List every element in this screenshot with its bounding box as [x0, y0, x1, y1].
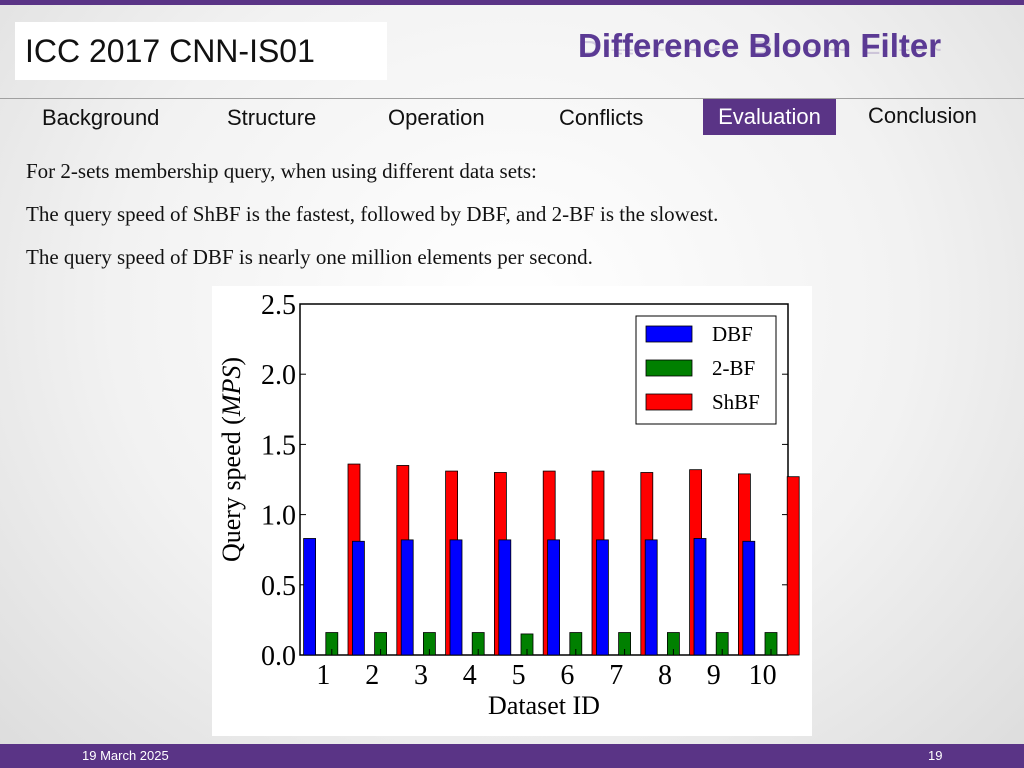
header-divider — [0, 98, 1024, 99]
footer-date: 19 March 2025 — [82, 748, 169, 763]
page-number: 19 — [928, 748, 943, 763]
chart-panel: 0.0 0.5 1.0 1.5 2.0 2.5 1 2 3 4 5 6 7 8 9 10 Dataset ID Q… — [212, 286, 812, 736]
nav-conflicts[interactable]: Conflicts — [559, 105, 644, 130]
x-tick-label: 1 — [316, 660, 330, 691]
x-tick-label: 3 — [414, 660, 428, 691]
slide-title-reflection: Difference Bloom Filter — [578, 37, 942, 58]
legend-label-2-bf: 2-BF — [712, 356, 755, 380]
y-tick-label: 0.0 — [261, 641, 296, 672]
nav-background[interactable]: Background — [42, 105, 160, 130]
bar-dbf-10 — [742, 540, 756, 656]
y-tick-label: 1.5 — [261, 430, 296, 461]
y-tick-label: 0.5 — [261, 571, 296, 602]
body-line-2: The query speed of ShBF is the fastest, … — [26, 202, 719, 226]
footer-bar: 19 March 2025 19 — [0, 744, 1024, 768]
bar-dbf-3 — [400, 539, 414, 656]
legend-label-dbf: DBF — [712, 322, 753, 346]
query-speed-chart: 0.0 0.5 1.0 1.5 2.0 2.5 1 2 3 4 5 6 7 8 9 10 Dataset ID Q… — [217, 290, 800, 720]
slide-title: Difference Bloom Filter — [578, 27, 942, 64]
bar-dbf-4 — [449, 539, 463, 656]
legend-swatch-shbf — [645, 393, 693, 411]
bar-dbf-1 — [303, 538, 316, 656]
body-line-3: The query speed of DBF is nearly one mil… — [26, 245, 593, 269]
bar-dbf-8 — [644, 539, 658, 656]
y-axis-label: Query speed (MPS) — [217, 357, 246, 562]
x-tick-label: 7 — [609, 660, 623, 691]
x-axis-label: Dataset ID — [488, 691, 600, 720]
x-tick-label: 10 — [749, 660, 777, 691]
bar-shbf-10 — [786, 476, 800, 656]
nav-conclusion[interactable]: Conclusion — [868, 103, 977, 128]
bar-dbf-5 — [498, 539, 512, 656]
legend-label-shbf: ShBF — [712, 390, 760, 414]
y-tick-label: 1.0 — [261, 501, 296, 532]
x-tick-label: 2 — [365, 660, 379, 691]
legend-swatch-2-bf — [645, 359, 693, 377]
bar-dbf-9 — [693, 538, 707, 656]
bar-dbf-6 — [547, 539, 561, 656]
nav-evaluation[interactable]: Evaluation — [703, 99, 836, 135]
x-tick-label: 5 — [512, 660, 526, 691]
bar-dbf-2 — [351, 540, 365, 656]
nav-structure[interactable]: Structure — [227, 105, 317, 130]
x-tick-label: 9 — [707, 660, 721, 691]
body-line-1: For 2-sets membership query, when using … — [26, 159, 537, 183]
x-tick-label: 8 — [658, 660, 672, 691]
top-accent-bar — [0, 0, 1024, 5]
x-tick-label: 6 — [560, 660, 574, 691]
x-tick-label: 4 — [463, 660, 477, 691]
y-tick-label: 2.5 — [261, 290, 296, 321]
y-tick-label: 2.0 — [261, 360, 296, 391]
legend-swatch-dbf — [645, 325, 693, 343]
conference-label: ICC 2017 CNN-IS01 — [15, 22, 387, 80]
nav-operation[interactable]: Operation — [388, 105, 485, 130]
bar-dbf-7 — [595, 539, 609, 656]
